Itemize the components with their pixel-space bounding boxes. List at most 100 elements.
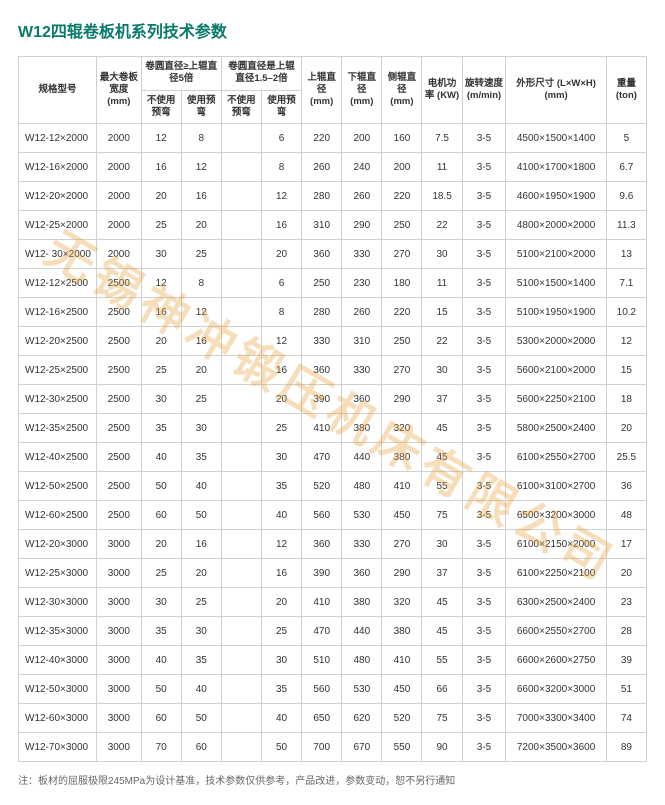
table-cell: 200 bbox=[342, 124, 382, 153]
table-cell: 3-5 bbox=[462, 617, 506, 646]
th-group2x: 卷圆直径是上辊直径1.5–2倍 bbox=[221, 57, 301, 91]
table-cell: W12-25×2500 bbox=[19, 356, 97, 385]
table-cell: 12 bbox=[141, 124, 181, 153]
table-cell: 6100×2250×2100 bbox=[506, 559, 606, 588]
table-cell: 30 bbox=[422, 530, 462, 559]
table-row: W12-16×2500250016128280260220153-55100×1… bbox=[19, 298, 647, 327]
table-cell: W12-35×2500 bbox=[19, 414, 97, 443]
table-cell: 50 bbox=[141, 675, 181, 704]
table-cell bbox=[221, 530, 261, 559]
th-weight: 重量 (ton) bbox=[606, 57, 646, 124]
table-cell: 39 bbox=[606, 646, 646, 675]
table-cell: W12-12×2500 bbox=[19, 269, 97, 298]
table-row: W12-40×30003000403530510480410553-56600×… bbox=[19, 646, 647, 675]
table-cell: 12 bbox=[261, 530, 301, 559]
table-row: W12-25×30003000252016390360290373-56100×… bbox=[19, 559, 647, 588]
spec-table: 规格型号 最大卷板宽度 (mm) 卷圆直径≥上辊直径5倍 卷圆直径是上辊直径1.… bbox=[18, 56, 647, 762]
table-cell: 74 bbox=[606, 704, 646, 733]
table-cell bbox=[221, 182, 261, 211]
table-cell: 2000 bbox=[97, 153, 142, 182]
table-cell: 380 bbox=[382, 617, 422, 646]
table-cell: 520 bbox=[302, 472, 342, 501]
table-cell: 2500 bbox=[97, 298, 142, 327]
table-cell: 20 bbox=[261, 240, 301, 269]
table-cell: 30 bbox=[181, 414, 221, 443]
table-cell: W12-20×2000 bbox=[19, 182, 97, 211]
table-cell: 6500×3200×3000 bbox=[506, 501, 606, 530]
table-cell: 30 bbox=[422, 240, 462, 269]
table-cell: 35 bbox=[261, 472, 301, 501]
table-cell: 390 bbox=[302, 385, 342, 414]
table-cell: 2500 bbox=[97, 414, 142, 443]
table-cell: 480 bbox=[342, 472, 382, 501]
table-cell: 16 bbox=[141, 298, 181, 327]
table-cell: 70 bbox=[141, 733, 181, 762]
table-row: W12-35×25002500353025410380320453-55800×… bbox=[19, 414, 647, 443]
table-cell: 18.5 bbox=[422, 182, 462, 211]
table-cell: 30 bbox=[422, 356, 462, 385]
table-cell: 37 bbox=[422, 385, 462, 414]
table-cell: 440 bbox=[342, 617, 382, 646]
table-cell: 50 bbox=[181, 704, 221, 733]
table-cell: 390 bbox=[302, 559, 342, 588]
table-cell: W12-35×3000 bbox=[19, 617, 97, 646]
th-side: 侧辊直径 (mm) bbox=[382, 57, 422, 124]
table-cell: 530 bbox=[342, 675, 382, 704]
table-cell: 360 bbox=[342, 385, 382, 414]
table-cell: 2500 bbox=[97, 356, 142, 385]
table-cell: 25.5 bbox=[606, 443, 646, 472]
table-cell: 3-5 bbox=[462, 269, 506, 298]
table-cell: 2500 bbox=[97, 443, 142, 472]
table-cell: 480 bbox=[342, 646, 382, 675]
table-cell: 10.2 bbox=[606, 298, 646, 327]
table-cell: 410 bbox=[302, 588, 342, 617]
table-cell: 28 bbox=[606, 617, 646, 646]
table-cell: 20 bbox=[181, 211, 221, 240]
table-cell: 230 bbox=[342, 269, 382, 298]
table-cell: 3-5 bbox=[462, 443, 506, 472]
table-cell: 8 bbox=[261, 298, 301, 327]
table-cell: 3000 bbox=[97, 617, 142, 646]
table-cell: 290 bbox=[342, 211, 382, 240]
table-cell: 3-5 bbox=[462, 327, 506, 356]
table-cell: 670 bbox=[342, 733, 382, 762]
table-cell bbox=[221, 124, 261, 153]
table-cell: 3-5 bbox=[462, 211, 506, 240]
table-cell: W12-50×2500 bbox=[19, 472, 97, 501]
table-cell: 37 bbox=[422, 559, 462, 588]
table-cell: 470 bbox=[302, 617, 342, 646]
table-cell: 7.1 bbox=[606, 269, 646, 298]
table-cell: 360 bbox=[342, 559, 382, 588]
table-cell: 700 bbox=[302, 733, 342, 762]
table-cell bbox=[221, 414, 261, 443]
table-cell: 2000 bbox=[97, 211, 142, 240]
table-cell: 45 bbox=[422, 617, 462, 646]
table-cell: 55 bbox=[422, 646, 462, 675]
table-cell: W12-12×2000 bbox=[19, 124, 97, 153]
table-cell: 180 bbox=[382, 269, 422, 298]
th-group5x: 卷圆直径≥上辊直径5倍 bbox=[141, 57, 221, 91]
table-cell: 18 bbox=[606, 385, 646, 414]
table-cell: 12 bbox=[141, 269, 181, 298]
th-power: 电机功率 (KW) bbox=[422, 57, 462, 124]
table-cell: 2000 bbox=[97, 182, 142, 211]
table-cell: 16 bbox=[181, 327, 221, 356]
table-cell: 510 bbox=[302, 646, 342, 675]
table-cell: 550 bbox=[382, 733, 422, 762]
table-cell: 200 bbox=[382, 153, 422, 182]
table-cell: W12-70×3000 bbox=[19, 733, 97, 762]
table-cell: 330 bbox=[342, 530, 382, 559]
table-cell bbox=[221, 646, 261, 675]
table-cell: 20 bbox=[181, 356, 221, 385]
table-row: W12-35×30003000353025470440380453-56600×… bbox=[19, 617, 647, 646]
table-cell: 23 bbox=[606, 588, 646, 617]
table-cell: 40 bbox=[261, 501, 301, 530]
table-cell: 30 bbox=[141, 385, 181, 414]
table-cell: 6300×2500×2400 bbox=[506, 588, 606, 617]
table-cell: 35 bbox=[141, 414, 181, 443]
table-cell: 22 bbox=[422, 327, 462, 356]
table-cell: W12-50×3000 bbox=[19, 675, 97, 704]
table-cell: 11 bbox=[422, 269, 462, 298]
table-body: W12-12×2000200012862202001607.53-54500×1… bbox=[19, 124, 647, 762]
table-cell: 75 bbox=[422, 501, 462, 530]
